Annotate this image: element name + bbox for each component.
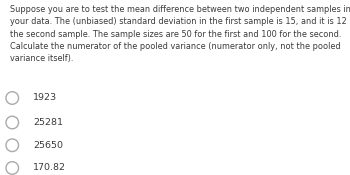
Text: 25650: 25650 bbox=[33, 141, 63, 150]
Text: 170.82: 170.82 bbox=[33, 163, 66, 173]
Text: 25281: 25281 bbox=[33, 118, 63, 127]
Text: 1923: 1923 bbox=[33, 93, 57, 103]
Text: Suppose you are to test the mean difference between two independent samples in
y: Suppose you are to test the mean differe… bbox=[10, 5, 350, 63]
